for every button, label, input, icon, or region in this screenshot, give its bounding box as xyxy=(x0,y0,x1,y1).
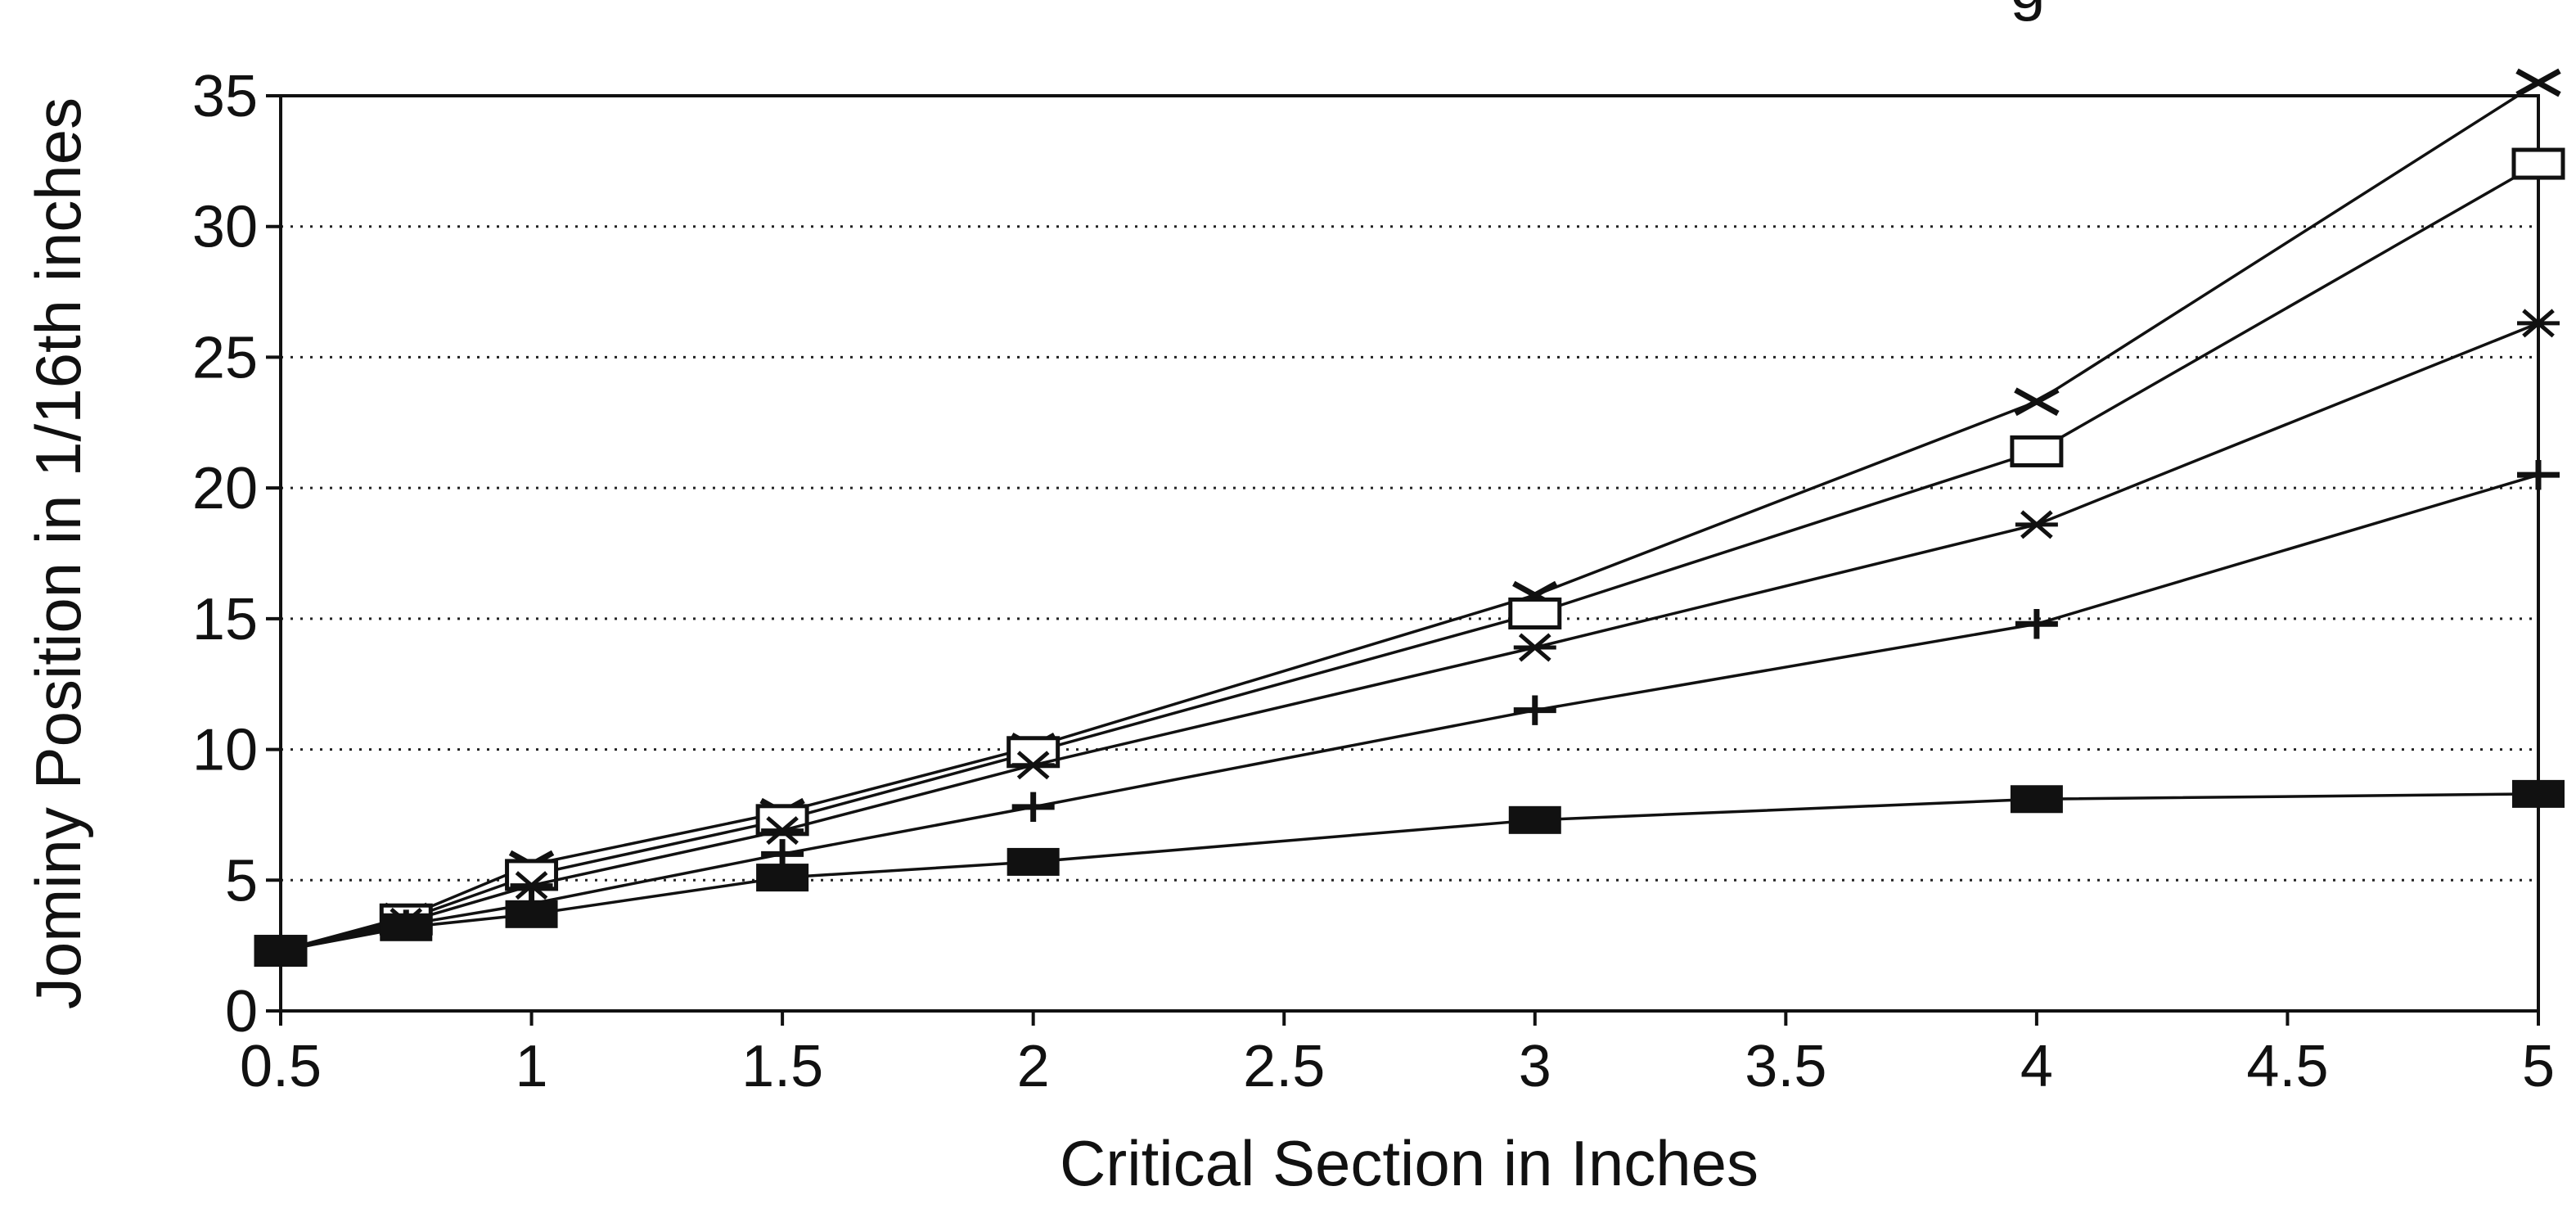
data-point-filled-square xyxy=(505,900,558,928)
x-tick-label: 3 xyxy=(1519,1034,1551,1099)
y-tick-label: 25 xyxy=(192,325,258,390)
y-axis-title: Jominy Position in 1/16th inches xyxy=(22,97,94,1009)
data-point-filled-square xyxy=(254,936,307,965)
chart-title-fragment: g xyxy=(2010,0,2045,22)
series-plus xyxy=(259,459,2560,966)
data-point-asterisk xyxy=(2015,510,2058,539)
data-point-open-square xyxy=(2511,147,2565,180)
y-tick-label: 10 xyxy=(192,718,258,783)
data-point-plus xyxy=(2015,609,2058,639)
x-axis-title: Critical Section in Inches xyxy=(1060,1127,1759,1199)
data-point-asterisk xyxy=(1011,751,1055,780)
data-point-asterisk xyxy=(510,871,553,900)
x-tick-label: 4.5 xyxy=(2246,1034,2328,1099)
x-tick-label: 2 xyxy=(1017,1034,1050,1099)
y-tick-label: 15 xyxy=(192,587,258,652)
data-point-filled-square xyxy=(2010,785,2063,814)
x-tick-label: 1.5 xyxy=(741,1034,823,1099)
series-line xyxy=(280,81,2539,953)
y-tick-label: 30 xyxy=(192,195,258,260)
data-point-asterisk xyxy=(2517,309,2560,338)
series-open-square xyxy=(254,147,2565,968)
data-point-filled-square xyxy=(380,913,433,941)
series-line xyxy=(280,792,2539,953)
y-tick-label: 35 xyxy=(192,64,258,129)
data-point-filled-square xyxy=(1508,805,1561,834)
x-tick-label: 0.5 xyxy=(240,1034,322,1099)
axis-ticks xyxy=(266,94,2540,1026)
y-tick-label: 5 xyxy=(225,848,258,914)
x-tick-label: 3.5 xyxy=(1745,1034,1826,1099)
series-line xyxy=(280,162,2539,953)
y-tick-label: 0 xyxy=(225,979,258,1044)
data-point-plus xyxy=(1513,695,1556,725)
x-tick-label: 5 xyxy=(2522,1034,2555,1099)
data-point-plus xyxy=(2517,459,2560,490)
series-asterisk xyxy=(259,309,2560,966)
data-point-x xyxy=(2515,68,2561,97)
tick-labels: 0 5 10 15 20 25 30 35 0.5 1 1.5 2 2.5 3 3.5 4 4.5 5 xyxy=(192,64,2555,1099)
data-point-filled-square xyxy=(2512,779,2565,808)
series-filled-square xyxy=(254,779,2565,965)
x-tick-label: 1 xyxy=(516,1034,548,1099)
data-point-plus xyxy=(1011,792,1055,823)
data-point-x xyxy=(2014,387,2060,417)
y-tick-label: 20 xyxy=(192,456,258,521)
series-x xyxy=(258,68,2561,965)
plot-frame xyxy=(279,94,2540,1013)
series-layer xyxy=(254,68,2565,968)
data-point-asterisk xyxy=(1513,633,1556,662)
series-line xyxy=(280,473,2539,953)
data-point-open-square xyxy=(2010,435,2064,467)
data-point-filled-square xyxy=(756,864,809,892)
data-point-open-square xyxy=(1508,597,1562,629)
x-tick-label: 4 xyxy=(2020,1034,2053,1099)
x-tick-label: 2.5 xyxy=(1243,1034,1325,1099)
data-point-filled-square xyxy=(1007,847,1060,876)
grid-lines xyxy=(281,225,2538,882)
data-point-asterisk xyxy=(761,816,804,846)
